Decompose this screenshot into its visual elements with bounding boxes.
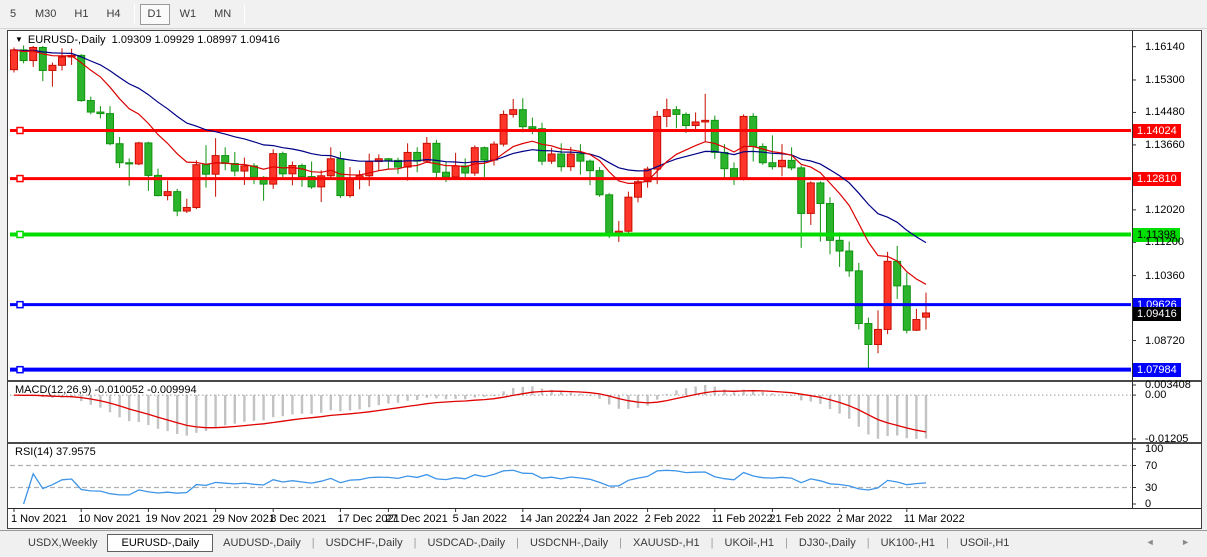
chart-tab-uk100-h1[interactable]: UK100-,H1 [880, 536, 936, 549]
tab-separator: | [311, 536, 315, 549]
timeframe-button-5[interactable]: 5 [9, 8, 17, 20]
chart-tab-usdx-weekly[interactable]: USDX,Weekly [28, 536, 98, 549]
chart-tab-eurusd-daily[interactable]: EURUSD-,Daily [107, 533, 214, 552]
tab-separator: | [516, 536, 519, 549]
price-axis-divider [1132, 31, 1133, 509]
chart-window[interactable]: ▼ EURUSD-,Daily 1.09309 1.09929 1.08997 1… [7, 30, 1202, 529]
timeframe-button-w1[interactable]: W1 [179, 8, 197, 20]
pane-divider [8, 508, 1201, 509]
macd-pane[interactable] [8, 382, 1201, 442]
price-chart-pane[interactable] [8, 31, 1201, 380]
tab-scroll-arrows[interactable]: ◄ ► [1145, 537, 1202, 547]
timeframe-button-h4[interactable]: H4 [106, 8, 121, 20]
chart-tab-dj30-daily[interactable]: DJ30-,Daily [798, 536, 856, 549]
timeframe-button-mn[interactable]: MN [214, 8, 232, 20]
toolbar-separator [133, 4, 135, 24]
tab-separator: | [785, 536, 788, 549]
timeframe-button-d1[interactable]: D1 [139, 3, 170, 25]
chart-tab-audusd-daily[interactable]: AUDUSD-,Daily [223, 536, 301, 549]
tab-separator: | [710, 536, 714, 549]
timeframe-button-h1[interactable]: H1 [74, 8, 89, 20]
chart-tab-usdcad-daily[interactable]: USDCAD-,Daily [427, 536, 506, 549]
toolbar-separator [244, 4, 246, 24]
timeframe-toolbar: 5 M30 H1 H4 D1 W1 MN [0, 0, 1207, 29]
pane-divider[interactable] [8, 442, 1201, 444]
tab-separator: | [413, 536, 417, 549]
timeframe-button-m30[interactable]: M30 [35, 8, 57, 20]
chart-tab-xauusd-h1[interactable]: XAUUSD-,H1 [633, 536, 700, 549]
tab-separator: | [619, 536, 623, 549]
chart-tab-usdchf-daily[interactable]: USDCHF-,Daily [325, 536, 403, 549]
chart-tab-ukoil-h1[interactable]: UKOil-,H1 [724, 536, 775, 549]
tab-separator: | [866, 536, 870, 549]
chart-tab-usdcnh-daily[interactable]: USDCNH-,Daily [529, 536, 609, 549]
chart-tab-bar: USDX,Weekly EURUSD-,Daily AUDUSD-,Daily | US… [0, 530, 1207, 554]
tab-separator: | [946, 536, 949, 549]
rsi-pane[interactable] [8, 444, 1201, 508]
chart-tab-usoil-h1[interactable]: USOil-,H1 [959, 536, 1010, 549]
date-axis[interactable] [8, 509, 1201, 528]
pane-divider[interactable] [8, 380, 1201, 382]
